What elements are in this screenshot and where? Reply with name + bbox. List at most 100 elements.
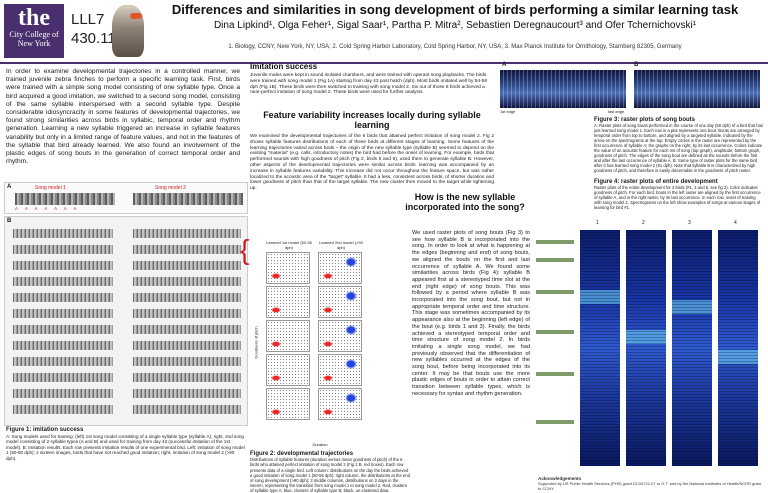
new-syllable-heading: How is the new syllable incorporated int… [405,192,525,212]
intro-text: In order to examine developmental trajec… [6,68,240,166]
figure2-scatter-grid: Learned 1st model (50-55 dph) Learned 2n… [250,240,374,450]
figure2-col1-label: Learned 1st model (50-55 dph) [266,240,312,250]
scatter-panel [266,388,310,420]
figure3-caption-text: A: Raster plots of song bouts performed … [594,123,763,173]
song-model-2-spectrogram [133,193,243,205]
imitation-row [13,277,113,286]
figure4-raster-column [672,230,712,466]
scatter-panel [266,354,310,386]
scatter-panel [266,286,310,318]
figure2-ylabel: Goodness of pitch [253,326,259,359]
header-divider [0,62,768,64]
imitation-row [13,341,113,350]
figure1-panel-b: B [4,216,248,426]
spectrogram-example [536,372,574,376]
imitation-row [13,325,113,334]
figure4-caption-title: Figure 4: raster plots of entire develop… [594,179,718,185]
figure3-raster: A B 1st edge last edge [498,62,762,116]
song-model-2-label: Song model 2 [155,185,186,191]
scatter-panel [318,252,362,284]
acknowledgements-heading: Acknowledgements [538,476,582,481]
imitation-row [133,389,241,398]
red-brace: { [240,234,250,265]
poster-title: Differences and similarities in song dev… [171,2,739,17]
scatter-panel [318,354,362,386]
spectrogram-example [536,258,574,262]
figure3-panel-a-label: A [502,62,507,68]
imitation-row [133,293,241,302]
syllable-letters: A A A A A A A [15,206,80,211]
figure1-caption-text: A: Song models used for training: (left)… [6,433,245,461]
imitation-row [13,357,113,366]
imitation-row [13,405,113,414]
figure2-caption-text: Distributions of syllable features (dura… [250,457,410,493]
spectrogram-example [536,330,574,334]
imitation-row [133,245,241,254]
poster-code: LLL7 430.11 [71,10,116,48]
first-edge-label: 1st edge [500,109,516,114]
imitation-row [13,229,113,238]
figure4-caption-text: Raster plots of the entire development f… [594,185,761,210]
figure4-raster: 1 2 3 4 [578,218,764,468]
imitation-row [133,341,241,350]
scatter-panel [318,286,362,318]
imitation-row [13,261,113,270]
figure2-caption-title: Figure 2: developmental trajectories [250,451,354,457]
imitation-row [13,389,113,398]
imitation-row [133,357,241,366]
figure4-raster-column [626,230,666,466]
feature-variability-heading: Feature variability increases locally du… [263,110,481,130]
scatter-panel [266,252,310,284]
figure1-panel-a: A Song model 1 Song model 2 A A A A A A … [4,182,248,214]
imitation-row [13,293,113,302]
acknowledgements: Acknowledgements Supported by US Public … [538,476,764,491]
imitation-row [13,373,113,382]
imitation-row [133,373,241,382]
poster-code-line2: 430.11 [71,30,116,47]
poster-header: the City College of New York LLL7 430.11… [0,0,768,62]
scatter-panel [318,320,362,352]
spectrogram-example [536,290,574,294]
figure4-col-number: 4 [734,220,737,226]
scatter-panel [266,320,310,352]
imitation-row [133,277,241,286]
figure2-col2-label: Learned 2nd model (>90 dph) [319,240,363,250]
figure3-panel-a-raster [500,70,626,108]
figure3-caption-title: Figure 3: raster plots of song bouts [594,117,696,123]
figure1-caption: Figure 1: imitation success A: Song mode… [6,427,246,462]
figure4-caption: Figure 4: raster plots of entire develop… [594,179,764,210]
spectrogram-example [536,240,574,244]
figure4-col-number: 2 [642,220,645,226]
new-syllable-text: We used raster plots of song bouts (Fig … [412,230,530,397]
poster-code-line1: LLL7 [71,11,105,28]
figure4-col-number: 1 [596,220,599,226]
feature-variability-text: We examined the developmental trajectori… [250,134,494,192]
figure3-panel-b-label: B [634,62,639,68]
imitation-row [133,229,241,238]
poster-affiliations: 1. Biology, CCNY, New York, NY, USA; 2. … [228,44,682,50]
ccny-logo: the City College of New York [4,4,64,58]
song-model-1-spectrogram [15,193,115,205]
figure1-caption-title: Figure 1: imitation success [6,427,84,433]
imitation-row [133,261,241,270]
imitation-row [13,309,113,318]
song-model-1-label: Song model 1 [35,185,66,191]
figure4-raster-column [718,230,758,466]
imitation-row [133,405,241,414]
zebra-finch-photo [112,5,144,57]
imitation-row [13,245,113,254]
imitation-heading: Imitation success [250,62,318,71]
imitation-text: Juvenile males were kept in sound isolat… [250,73,488,96]
spectrogram-example [536,420,574,424]
figure1-panel-b-label: B [7,218,12,224]
logo-college-name: City College of New York [9,30,59,48]
imitation-row [133,325,241,334]
figure2-xlabel: Duration [312,442,328,447]
last-edge-label: last edge [608,109,625,114]
poster-authors: Dina Lipkind¹, Olga Feher¹, Sigal Saar¹,… [213,20,697,31]
figure2-caption: Figure 2: developmental trajectories Dis… [250,451,410,493]
figure1-panel-a-label: A [7,184,12,190]
imitation-row [133,309,241,318]
acknowledgements-text: Supported by US Public Health Services (… [538,481,762,491]
figure4-raster-column [580,230,620,466]
